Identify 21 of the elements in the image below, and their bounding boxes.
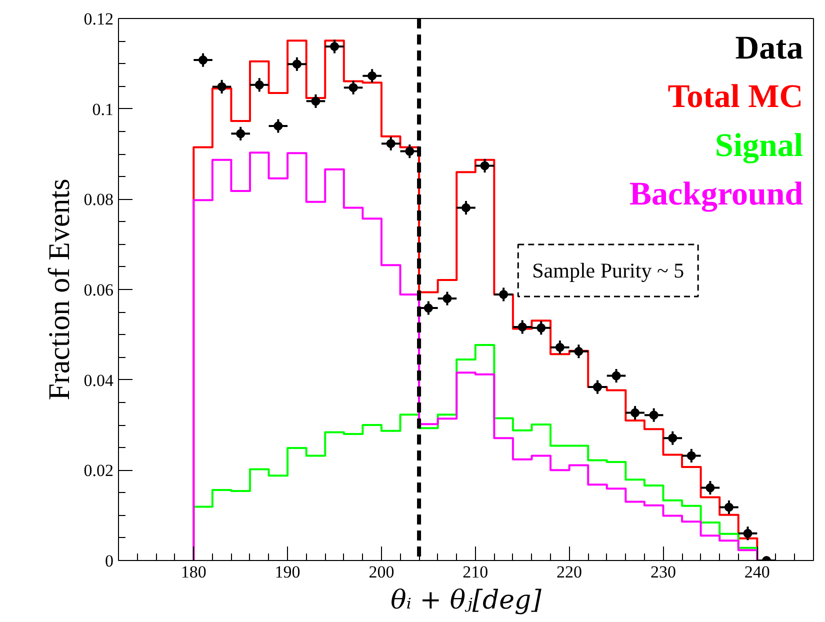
x-tick-label: 190 [274,562,300,582]
y-tick-label: 0 [105,552,114,570]
x-tick-label: 210 [462,562,488,582]
text: Background [629,176,804,213]
y-tick-label: 0.02 [84,461,114,480]
y-tick-label: 0.12 [84,10,114,28]
y-tick-label: 0.04 [84,370,114,390]
x-tick-label: 200 [368,562,394,582]
x-tick-label: 220 [556,562,582,582]
annotation: Sample Purity ~ 5 [532,258,684,283]
y-tick-label: 0.1 [92,100,114,119]
text: Total MC [668,79,804,116]
x-tick-label: 230 [650,562,676,582]
text: Signal [715,128,804,164]
y-tick-label: 0.06 [84,280,114,300]
text: Data [735,30,804,66]
x-tick-label: 240 [744,562,770,582]
y-axis-title: Fraction of Events [42,178,76,400]
x-tick-label: 180 [180,562,206,582]
x-axis-title: θᵢ + θⱼ[deg] [390,586,542,616]
y-tick-label: 0.08 [84,190,114,210]
